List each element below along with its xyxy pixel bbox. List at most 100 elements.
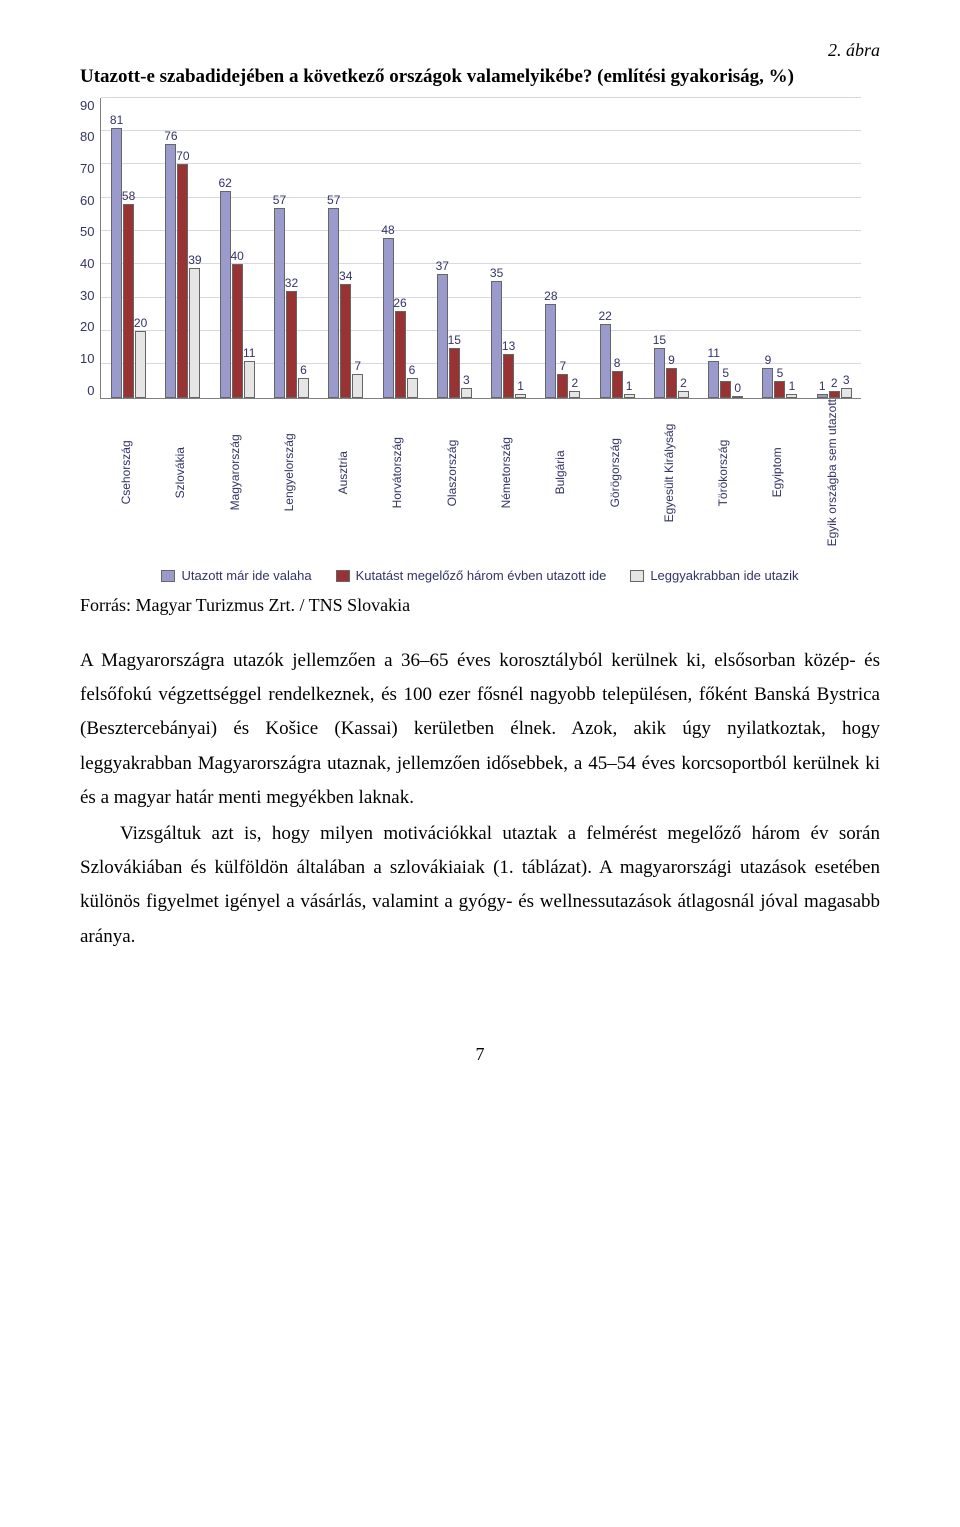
x-tick-label: Csehország [120,399,174,552]
y-tick-label: 10 [80,351,94,366]
bar: 3 [461,388,472,398]
bar: 32 [286,291,297,398]
y-tick-label: 50 [80,224,94,239]
bar-value-label: 5 [777,366,784,380]
bar: 6 [407,378,418,398]
legend-item: Kutatást megelőző három évben utazott id… [336,568,607,583]
y-tick-label: 60 [80,193,94,208]
bar-group: 815820 [101,98,155,398]
bar-value-label: 9 [765,353,772,367]
bar: 40 [232,264,243,397]
bar-groups: 8158207670396240115732657347482663715335… [101,98,861,398]
bar: 35 [491,281,502,398]
y-tick-label: 20 [80,319,94,334]
bar-value-label: 20 [134,316,147,330]
bar-group: 48266 [373,98,427,398]
bar-value-label: 39 [188,253,201,267]
bar-value-label: 35 [490,266,503,280]
x-tick-label: Egyiptom [771,399,825,552]
bar: 1 [515,394,526,397]
bar-value-label: 2 [680,376,687,390]
bar-value-label: 11 [243,346,255,360]
bar: 6 [298,378,309,398]
bar-value-label: 32 [285,276,298,290]
page: 2. ábra Utazott-e szabadidejében a követ… [0,0,960,1125]
bar-value-label: 37 [436,259,449,273]
bar: 2 [678,391,689,398]
bar: 81 [111,128,122,398]
bar: 34 [340,284,351,397]
bar-group: 624011 [210,98,264,398]
y-tick-label: 70 [80,161,94,176]
y-tick-label: 80 [80,129,94,144]
legend-label: Utazott már ide valaha [181,568,311,583]
bar-value-label: 8 [614,356,621,370]
y-tick-label: 40 [80,256,94,271]
bar: 2 [569,391,580,398]
bar: 1 [624,394,635,397]
bar: 20 [135,331,146,398]
bar: 26 [395,311,406,398]
bar: 15 [654,348,665,398]
bar: 13 [503,354,514,397]
bar-value-label: 28 [544,289,557,303]
page-number: 7 [80,1044,880,1065]
bar-group: 1592 [644,98,698,398]
bar-value-label: 11 [707,346,719,360]
bar-value-label: 5 [722,366,729,380]
bar-value-label: 3 [463,373,470,387]
x-tick-label: Egyesült Királyság [663,399,717,552]
bar-value-label: 9 [668,353,675,367]
bar: 9 [666,368,677,398]
bar: 5 [774,381,785,398]
bar-value-label: 1 [517,379,524,393]
bar-chart: 9080706050403020100 81582076703962401157… [80,98,880,583]
plot-area: 8158207670396240115732657347482663715335… [100,98,861,399]
legend-swatch [336,570,350,582]
bar-value-label: 13 [502,339,515,353]
bar-group: 1 23 [807,98,861,398]
bar-value-label: 15 [448,333,461,347]
bar: 39 [189,268,200,398]
bar: 62 [220,191,231,398]
bar: 48 [383,238,394,398]
legend: Utazott már ide valaha Kutatást megelőző … [80,568,880,583]
bar-value-label: 22 [598,309,611,323]
y-tick-label: 90 [80,98,94,113]
x-tick-label: Horvátország [391,399,445,552]
x-tick-label: Görögország [609,399,663,552]
paragraph: A Magyarországra utazók jellemzően a 36–… [80,644,880,815]
legend-label: Leggyakrabban ide utazik [650,568,798,583]
bar: 1 [786,394,797,397]
x-tick-label: Magyarország [229,399,283,552]
bar-value-label: 62 [218,176,231,190]
bar-value-label: 70 [176,149,189,163]
bar-group: 35131 [481,98,535,398]
bar-value-label: 1 [626,379,633,393]
bar: 9 [762,368,773,398]
x-tick-label: Németország [500,399,554,552]
bar-group: 57347 [319,98,373,398]
bar: 58 [123,204,134,397]
bar-group: 767039 [156,98,210,398]
bar-value-label: 34 [339,269,352,283]
bar-value-label: 1 [789,379,796,393]
bar-value-label: 2 [831,376,838,390]
y-tick-label: 0 [87,383,94,398]
x-axis: CsehországSzlovákiaMagyarországLengyelor… [120,399,880,552]
bar: 22 [600,324,611,397]
x-tick-label: Ausztria [337,399,391,552]
bar-value-label: 57 [273,193,286,207]
body-text: A Magyarországra utazók jellemzően a 36–… [80,644,880,954]
legend-swatch [161,570,175,582]
bar: 37 [437,274,448,397]
bar-value-label: 58 [122,189,135,203]
bar-group: 951 [753,98,807,398]
bar: 0 [732,396,743,398]
bar: 57 [274,208,285,398]
legend-label: Kutatást megelőző három évben utazott id… [356,568,607,583]
bar: 70 [177,164,188,397]
bar-group: 2281 [590,98,644,398]
bar: 3 [841,388,852,398]
bar: 1 [817,394,828,397]
